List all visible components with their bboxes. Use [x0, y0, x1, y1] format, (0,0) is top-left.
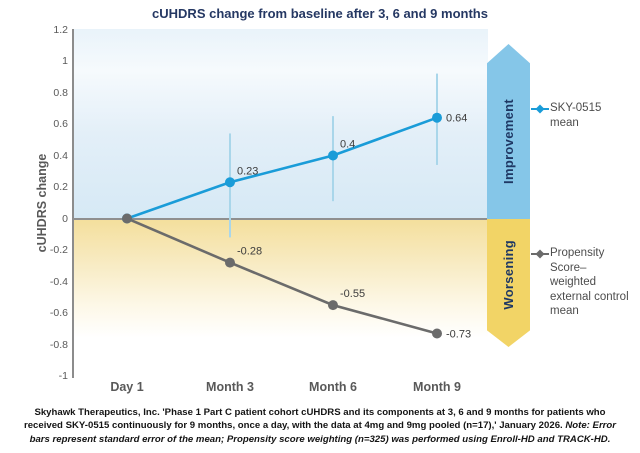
sky-series-marker-icon — [531, 104, 549, 114]
data-point-label: -0.73 — [446, 328, 471, 340]
control-series-marker-icon — [531, 249, 549, 259]
data-point-label: -0.55 — [340, 288, 365, 300]
y-tick-label: -0.6 — [49, 307, 68, 319]
data-point — [225, 177, 235, 188]
y-tick-label: -0.2 — [49, 244, 68, 256]
data-point — [432, 328, 442, 339]
worsening-arrow-label: Worsening — [501, 240, 516, 310]
footnote-note: Note: Error bars represent standard erro… — [29, 420, 616, 445]
y-axis-line — [72, 29, 74, 378]
y-tick-label: 0.8 — [53, 86, 68, 99]
data-point — [225, 257, 235, 268]
y-tick-label: -0.4 — [49, 275, 68, 288]
zero-baseline — [73, 217, 488, 220]
data-point — [122, 213, 132, 224]
source-footnote: Skyhawk Therapeutics, Inc. 'Phase 1 Part… — [0, 406, 640, 446]
legend-control: Propensity Score–weighted external contr… — [531, 246, 630, 319]
y-tick-label: 0 — [62, 212, 68, 225]
data-point — [328, 300, 338, 311]
chart-title: cUHDRS change from baseline after 3, 6 a… — [152, 6, 488, 21]
legend-sky: SKY-0515 mean — [531, 101, 630, 130]
plot-area-worsening-band — [74, 220, 488, 377]
improvement-arrow: Improvement — [487, 44, 530, 219]
y-tick-label: 1 — [62, 55, 68, 67]
x-axis-label: Month 3 — [206, 380, 254, 394]
x-axis-label: Day 1 — [110, 380, 144, 394]
legend-sky-label: SKY-0515 mean — [550, 102, 602, 129]
y-tick-label: 0.2 — [53, 181, 68, 193]
data-point-label: 0.4 — [340, 139, 355, 151]
footnote-main: Skyhawk Therapeutics, Inc. 'Phase 1 Part… — [23, 407, 606, 432]
series-line-1 — [126, 217, 438, 335]
y-tick-label: 0.6 — [53, 118, 68, 130]
data-point — [328, 150, 338, 161]
series-line-0 — [126, 116, 438, 220]
x-axis-label: Month 9 — [413, 380, 461, 394]
x-axis-label: Month 6 — [309, 380, 357, 394]
data-point-label: 0.64 — [446, 113, 467, 125]
legend-control-label: Propensity Score–weighted external contr… — [550, 247, 629, 318]
y-tick-label: -1 — [58, 370, 68, 382]
y-tick-label: -0.8 — [49, 338, 68, 351]
data-point-label: 0.23 — [237, 165, 258, 177]
y-tick-label: 0.4 — [53, 149, 68, 162]
y-tick-label: 1.2 — [53, 23, 68, 36]
data-point — [432, 112, 442, 123]
data-point-label: -0.28 — [237, 246, 262, 258]
improvement-arrow-label: Improvement — [501, 98, 516, 184]
worsening-arrow: Worsening — [487, 219, 530, 347]
